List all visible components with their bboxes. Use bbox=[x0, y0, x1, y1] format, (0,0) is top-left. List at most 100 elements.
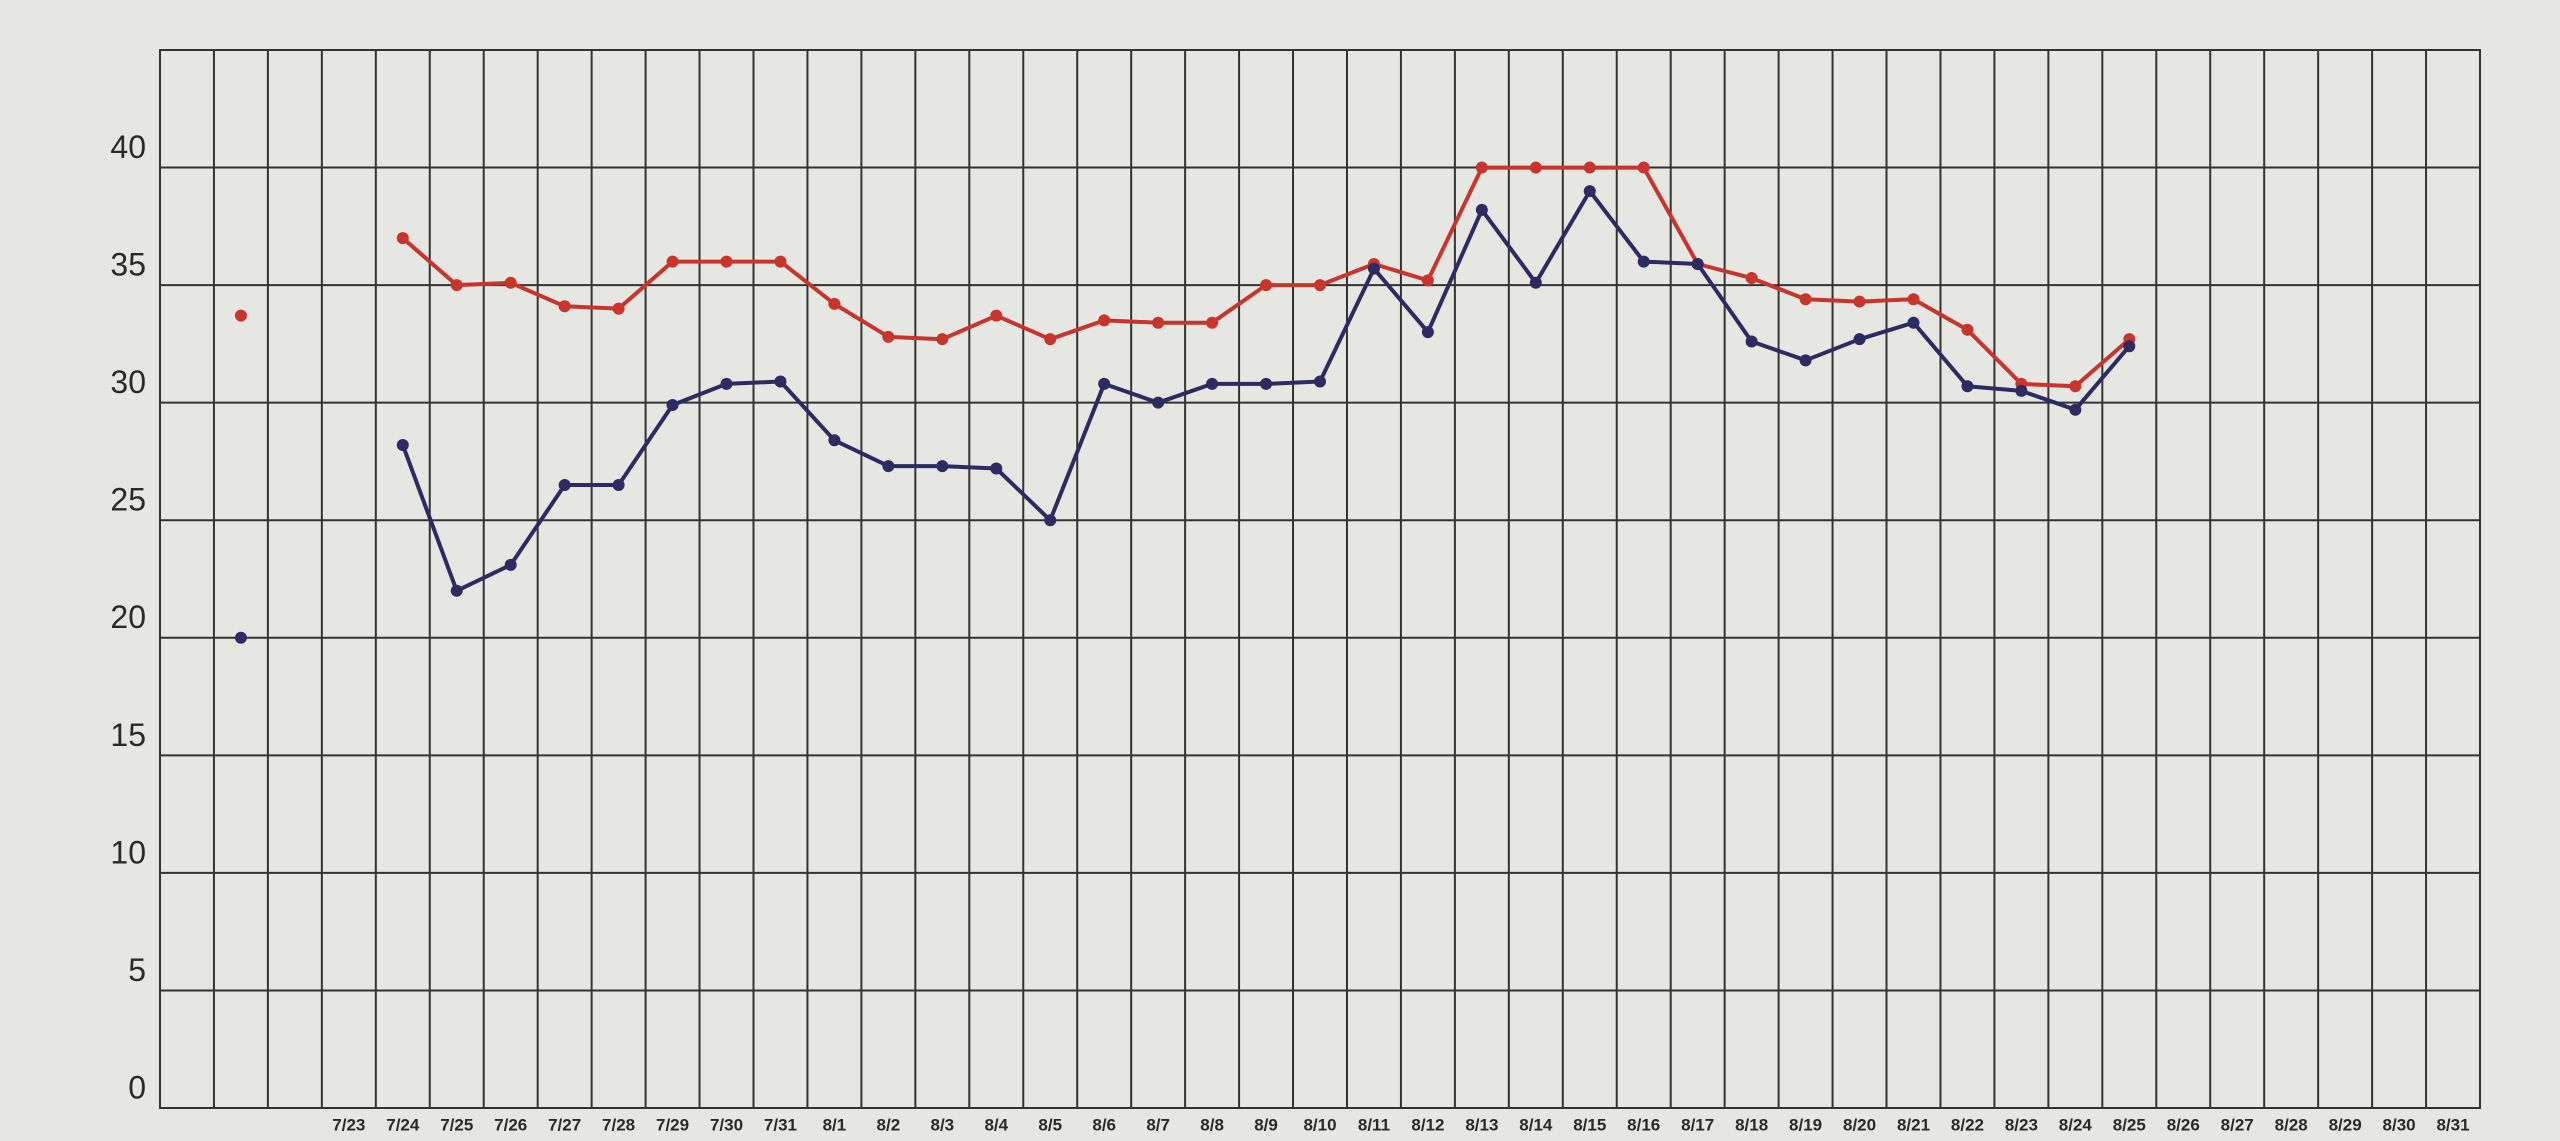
data-point bbox=[936, 460, 949, 473]
data-point bbox=[990, 462, 1003, 475]
data-point bbox=[720, 255, 733, 268]
data-point bbox=[882, 330, 895, 343]
x-tick-label: 8/10 bbox=[1303, 1115, 1336, 1134]
data-point bbox=[1691, 257, 1704, 270]
data-point bbox=[1475, 203, 1488, 216]
y-tick-label: 10 bbox=[110, 834, 146, 870]
x-tick-label: 8/13 bbox=[1465, 1115, 1498, 1134]
data-point bbox=[450, 584, 463, 597]
x-tick-label: 8/23 bbox=[2005, 1115, 2038, 1134]
x-tick-label: 8/21 bbox=[1897, 1115, 1930, 1134]
x-tick-label: 8/2 bbox=[877, 1115, 901, 1134]
data-point bbox=[612, 478, 625, 491]
data-point bbox=[1044, 514, 1057, 527]
x-tick-label: 8/12 bbox=[1411, 1115, 1444, 1134]
x-tick-label: 7/27 bbox=[548, 1115, 581, 1134]
data-point bbox=[1421, 326, 1434, 339]
x-tick-label: 8/22 bbox=[1951, 1115, 1984, 1134]
x-tick-label: 8/9 bbox=[1254, 1115, 1278, 1134]
data-point bbox=[1799, 293, 1812, 306]
data-point bbox=[936, 333, 949, 346]
x-tick-label: 8/24 bbox=[2059, 1115, 2093, 1134]
data-point bbox=[396, 232, 409, 245]
data-point bbox=[1367, 262, 1380, 275]
y-tick-label: 15 bbox=[110, 717, 146, 753]
x-tick-label: 7/23 bbox=[332, 1115, 365, 1134]
data-point bbox=[1799, 354, 1812, 367]
data-point bbox=[234, 631, 247, 644]
data-point bbox=[720, 377, 733, 390]
data-point bbox=[234, 309, 247, 322]
data-point bbox=[1152, 396, 1165, 409]
data-point bbox=[1044, 333, 1057, 346]
data-point bbox=[2069, 380, 2082, 393]
data-point bbox=[2123, 340, 2136, 353]
x-tick-label: 8/27 bbox=[2221, 1115, 2254, 1134]
data-point bbox=[1583, 185, 1596, 198]
x-tick-label: 7/31 bbox=[764, 1115, 797, 1134]
data-point bbox=[1421, 274, 1434, 287]
data-point bbox=[450, 279, 463, 292]
x-tick-label: 8/31 bbox=[2436, 1115, 2469, 1134]
data-point bbox=[1583, 161, 1596, 174]
x-tick-label: 8/30 bbox=[2383, 1115, 2416, 1134]
x-tick-label: 8/5 bbox=[1038, 1115, 1062, 1134]
x-tick-label: 7/26 bbox=[494, 1115, 527, 1134]
data-point bbox=[1529, 161, 1542, 174]
y-tick-label: 20 bbox=[110, 599, 146, 635]
x-tick-label: 7/25 bbox=[440, 1115, 473, 1134]
data-point bbox=[1961, 323, 1974, 336]
y-tick-label: 40 bbox=[110, 129, 146, 165]
x-tick-label: 8/25 bbox=[2113, 1115, 2146, 1134]
data-point bbox=[1475, 161, 1488, 174]
x-tick-label: 8/8 bbox=[1200, 1115, 1224, 1134]
x-tick-label: 8/11 bbox=[1358, 1115, 1390, 1134]
data-point bbox=[990, 309, 1003, 322]
data-point bbox=[1907, 293, 1920, 306]
x-tick-label: 8/15 bbox=[1573, 1115, 1606, 1134]
data-point bbox=[1529, 276, 1542, 289]
data-point bbox=[1206, 377, 1219, 390]
x-tick-label: 8/3 bbox=[931, 1115, 955, 1134]
data-point bbox=[1637, 255, 1650, 268]
x-tick-label: 8/16 bbox=[1627, 1115, 1660, 1134]
data-point bbox=[504, 276, 517, 289]
x-tick-label: 8/17 bbox=[1681, 1115, 1714, 1134]
data-point bbox=[1907, 316, 1920, 329]
x-tick-label: 8/28 bbox=[2275, 1115, 2308, 1134]
data-point bbox=[558, 478, 571, 491]
data-point bbox=[1206, 316, 1219, 329]
data-point bbox=[504, 558, 517, 571]
x-tick-label: 7/24 bbox=[386, 1115, 420, 1134]
data-point bbox=[1853, 295, 1866, 308]
data-point bbox=[828, 434, 841, 447]
y-tick-label: 35 bbox=[110, 247, 146, 283]
x-tick-label: 8/19 bbox=[1789, 1115, 1822, 1134]
data-point bbox=[774, 375, 787, 388]
x-tick-label: 8/1 bbox=[823, 1115, 847, 1134]
data-point bbox=[1745, 272, 1758, 285]
data-point bbox=[2069, 403, 2082, 416]
data-point bbox=[666, 255, 679, 268]
data-point bbox=[1260, 377, 1273, 390]
x-tick-label: 7/28 bbox=[602, 1115, 635, 1134]
x-tick-label: 8/20 bbox=[1843, 1115, 1876, 1134]
data-point bbox=[396, 438, 409, 451]
data-point bbox=[1152, 316, 1165, 329]
x-tick-label: 8/14 bbox=[1519, 1115, 1553, 1134]
data-point bbox=[1260, 279, 1273, 292]
x-tick-label: 8/18 bbox=[1735, 1115, 1768, 1134]
data-point bbox=[1637, 161, 1650, 174]
data-point bbox=[882, 460, 895, 473]
data-point bbox=[774, 255, 787, 268]
data-point bbox=[1098, 377, 1111, 390]
data-point bbox=[666, 399, 679, 412]
data-point bbox=[558, 300, 571, 313]
x-tick-label: 7/29 bbox=[656, 1115, 689, 1134]
x-tick-label: 8/29 bbox=[2329, 1115, 2362, 1134]
x-tick-label: 8/26 bbox=[2167, 1115, 2200, 1134]
x-tick-label: 8/7 bbox=[1146, 1115, 1170, 1134]
data-point bbox=[1853, 333, 1866, 346]
y-tick-label: 0 bbox=[128, 1069, 146, 1105]
